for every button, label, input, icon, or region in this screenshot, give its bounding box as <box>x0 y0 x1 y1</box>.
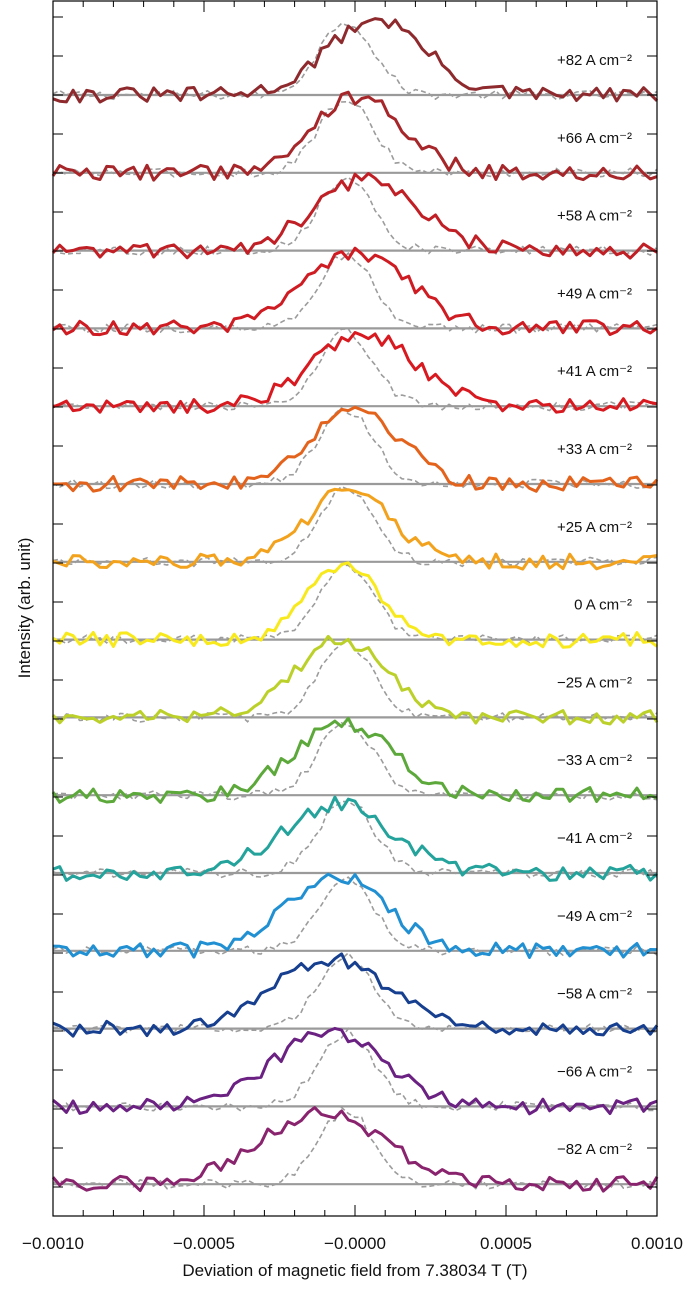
x-tick-label: −0.0010 <box>22 1234 84 1253</box>
series-label: −82 A cm⁻² <box>557 1141 632 1158</box>
trace-group: +33 A cm⁻² <box>52 405 659 493</box>
trace-group: +25 A cm⁻² <box>52 485 658 571</box>
series-label: −25 A cm⁻² <box>557 674 632 691</box>
y-axis-title: Intensity (arb. unit) <box>15 538 34 679</box>
series-line <box>51 716 658 804</box>
reference-curve <box>52 721 658 801</box>
series-label: +49 A cm⁻² <box>557 285 632 302</box>
trace-group: −66 A cm⁻² <box>52 1026 658 1116</box>
series-label: −49 A cm⁻² <box>557 908 632 925</box>
series-line <box>52 246 658 337</box>
series-line <box>52 795 659 882</box>
series-line <box>51 90 658 182</box>
y-ticks <box>53 16 657 1188</box>
reference-curve <box>52 22 658 101</box>
x-tick-label: −0.0005 <box>173 1234 235 1253</box>
trace-group: +58 A cm⁻² <box>51 172 658 260</box>
series-line <box>52 487 658 571</box>
series-label: +33 A cm⁻² <box>557 441 632 458</box>
reference-curve <box>52 100 658 178</box>
trace-group: −33 A cm⁻² <box>51 716 658 804</box>
reference-curve <box>52 252 658 334</box>
reference-curve <box>52 876 658 957</box>
trace-group: +66 A cm⁻² <box>51 90 658 182</box>
series-label: +66 A cm⁻² <box>557 130 632 147</box>
trace-group: +41 A cm⁻² <box>52 328 658 414</box>
series-label: −66 A cm⁻² <box>557 1063 632 1080</box>
series-line <box>51 172 658 260</box>
series-line <box>52 1026 658 1116</box>
series-label: +41 A cm⁻² <box>557 363 632 380</box>
series-line <box>52 17 659 104</box>
series-label: +82 A cm⁻² <box>557 52 632 69</box>
series-line <box>52 872 658 959</box>
reference-curve <box>52 328 658 412</box>
trace-group: +82 A cm⁻² <box>52 17 659 104</box>
series-line <box>51 1106 659 1193</box>
reference-curve <box>52 406 658 490</box>
curves-layer: +82 A cm⁻² +66 A cm⁻² +58 A cm⁻² +49 A cm⁻²… <box>51 17 659 1193</box>
plot-frame <box>52 0 658 1217</box>
trace-group: −41 A cm⁻² <box>52 795 659 882</box>
series-label: −58 A cm⁻² <box>557 986 632 1003</box>
series-label: −33 A cm⁻² <box>557 752 632 769</box>
series-label: +25 A cm⁻² <box>557 519 632 536</box>
reference-curve <box>52 485 658 568</box>
trace-group: −49 A cm⁻² <box>52 872 658 959</box>
series-line <box>51 634 659 726</box>
x-tick-label: 0.0005 <box>480 1234 532 1253</box>
trace-group: 0 A cm⁻² <box>52 561 658 649</box>
x-tick-label: 0.0010 <box>631 1234 683 1253</box>
series-label: −41 A cm⁻² <box>557 830 632 847</box>
reference-curve <box>52 564 658 645</box>
reference-curve <box>52 800 658 879</box>
series-line <box>52 331 658 414</box>
reference-curve <box>52 1106 658 1190</box>
series-label: +58 A cm⁻² <box>557 208 632 225</box>
series-line <box>52 561 658 649</box>
x-axis-title: Deviation of magnetic field from 7.38034… <box>182 1261 527 1280</box>
trace-group: +49 A cm⁻² <box>52 246 658 337</box>
series-line <box>53 405 659 493</box>
x-ticks: −0.0010 −0.0005 −0.0000 0.0005 0.0010 <box>22 1 683 1253</box>
trace-group: −58 A cm⁻² <box>52 951 659 1038</box>
series-line <box>52 952 659 1038</box>
trace-group: −25 A cm⁻² <box>51 634 659 726</box>
trace-group: −82 A cm⁻² <box>51 1106 659 1193</box>
x-tick-label: −0.0000 <box>324 1234 386 1253</box>
series-label: 0 A cm⁻² <box>574 597 632 614</box>
